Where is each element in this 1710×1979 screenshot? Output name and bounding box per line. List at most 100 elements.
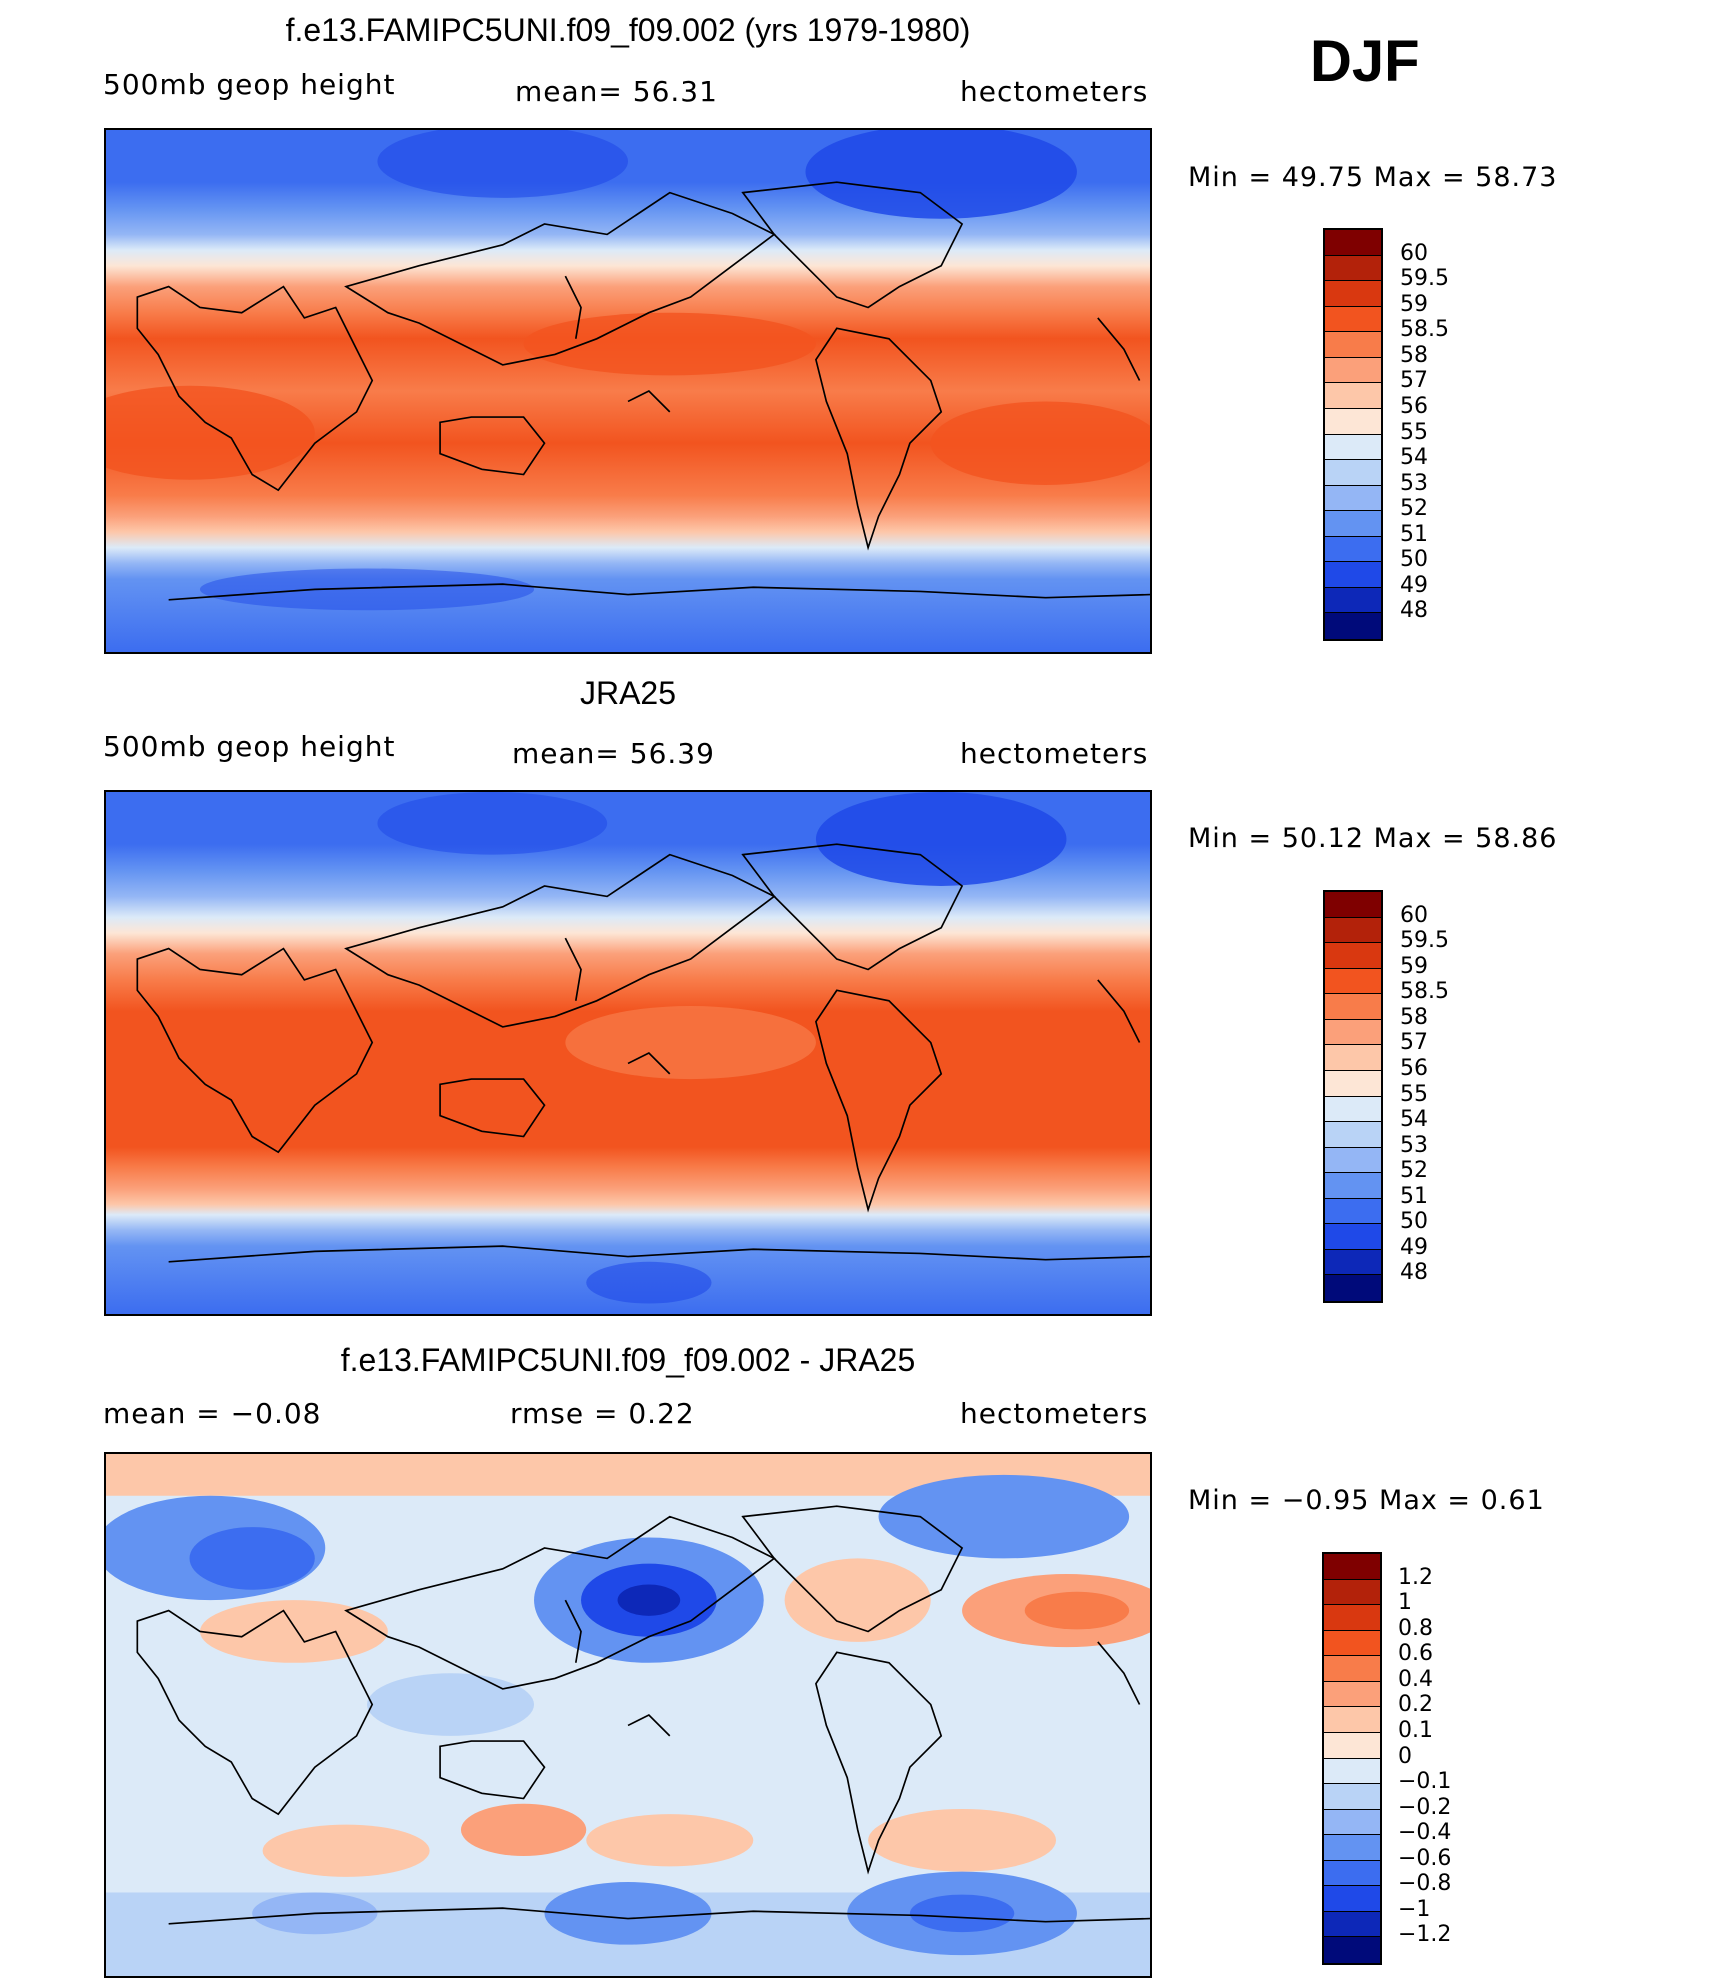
- panel-2-colorbar-swatch: [1325, 1173, 1381, 1199]
- panel-2-colorbar-swatch: [1325, 1096, 1381, 1123]
- panel-2-colorbar-swatch: [1325, 1122, 1381, 1148]
- panel-2-colorbar-swatch: [1325, 1070, 1381, 1097]
- panel-1-colorbar-label: 49: [1400, 572, 1428, 598]
- panel-1-colorbar-swatch: [1325, 562, 1381, 588]
- panel-3-colorbar-label: −0.2: [1398, 1794, 1452, 1820]
- panel-2-colorbar-swatch: [1325, 1147, 1381, 1174]
- panel-1-colorbar-label: 54: [1400, 445, 1428, 471]
- panel-2-colorbar-swatch: [1325, 1249, 1381, 1276]
- panel-2-colorbar-swatch: [1325, 1198, 1381, 1225]
- panel-2-colorbar-label: 57: [1400, 1030, 1428, 1056]
- panel-1-colorbar-label: 52: [1400, 496, 1428, 522]
- panel-3-colorbar-label: −0.1: [1398, 1769, 1452, 1795]
- panel-1-colorbar-label: 59.5: [1400, 266, 1449, 292]
- panel-1-colorbar-label: 59: [1400, 291, 1428, 317]
- panel-1-colorbar-label: 51: [1400, 521, 1428, 547]
- panel-1-colorbar: [1323, 228, 1383, 641]
- panel-3-colorbar-swatch: [1324, 1886, 1380, 1912]
- panel-1-colorbar-swatch: [1325, 383, 1381, 409]
- panel-1-colorbar-label: 57: [1400, 368, 1428, 394]
- panel-2-mean: mean= 56.39: [512, 737, 715, 770]
- panel-2-colorbar-swatch: [1325, 1224, 1381, 1250]
- panel-3-colorbar-label: 0.8: [1398, 1615, 1433, 1641]
- panel-2-colorbar-label: 58: [1400, 1004, 1428, 1030]
- panel-2-colorbar-label: 50: [1400, 1209, 1428, 1235]
- panel-2-units: hectometers: [960, 737, 1149, 770]
- panel-2-colorbar-label: 56: [1400, 1055, 1428, 1081]
- panel-1-colorbar-label: 55: [1400, 419, 1428, 445]
- panel-1-colorbar-swatch: [1325, 255, 1381, 282]
- panel-3-colorbar-swatch: [1324, 1860, 1380, 1887]
- panel-2-variable: 500mb geop height: [103, 730, 396, 763]
- panel-2-colorbar-label: 51: [1400, 1183, 1428, 1209]
- panel-1-map: [104, 128, 1152, 654]
- panel-3-colorbar-swatch: [1324, 1681, 1380, 1708]
- panel-2-colorbar-swatch: [1325, 994, 1381, 1020]
- panel-3-colorbar-label: 0.4: [1398, 1666, 1433, 1692]
- panel-1-colorbar-swatch: [1325, 460, 1381, 486]
- panel-3-colorbar-label: −0.6: [1398, 1845, 1452, 1871]
- panel-3-colorbar-label: −0.8: [1398, 1871, 1452, 1897]
- panel-2-colorbar-label: 53: [1400, 1132, 1428, 1158]
- panel-2-colorbar-label: 49: [1400, 1234, 1428, 1260]
- panel-2-colorbar-label: 60: [1400, 902, 1428, 928]
- panel-1-colorbar-label: 58: [1400, 342, 1428, 368]
- panel-3-colorbar-label: 0: [1398, 1743, 1412, 1769]
- panel-3-rmse: rmse = 0.22: [510, 1397, 695, 1430]
- panel-1-mean: mean= 56.31: [515, 75, 718, 108]
- panel-1-title: f.e13.FAMIPC5UNI.f09_f09.002 (yrs 1979-1…: [285, 12, 971, 48]
- panel-3-colorbar-swatch: [1324, 1656, 1380, 1682]
- panel-2-minmax: Min = 50.12 Max = 58.86: [1188, 823, 1558, 854]
- panel-1-colorbar-swatch: [1325, 357, 1381, 384]
- panel-3-colorbar-swatch: [1324, 1554, 1380, 1580]
- panel-1-minmax: Min = 49.75 Max = 58.73: [1188, 162, 1558, 193]
- panel-3-colorbar-swatch: [1324, 1937, 1380, 1963]
- panel-1-colorbar-swatch: [1325, 511, 1381, 537]
- panel-2-colorbar-swatch: [1325, 1275, 1381, 1301]
- panel-3-colorbar-label: 1.2: [1398, 1564, 1433, 1590]
- panel-1-colorbar-label: 60: [1400, 240, 1428, 266]
- panel-2-colorbar: [1323, 890, 1383, 1303]
- panel-1-colorbar-label: 56: [1400, 393, 1428, 419]
- panel-3-colorbar-swatch: [1324, 1630, 1380, 1657]
- panel-1-colorbar-swatch: [1325, 613, 1381, 639]
- panel-2-colorbar-swatch: [1325, 1019, 1381, 1046]
- panel-3-colorbar-swatch: [1324, 1579, 1380, 1606]
- coastlines: [136, 1505, 1150, 1925]
- panel-1-colorbar-swatch: [1325, 485, 1381, 512]
- coastlines: [136, 181, 1150, 601]
- panel-1-colorbar-swatch: [1325, 230, 1381, 256]
- panel-3-colorbar-swatch: [1324, 1784, 1380, 1810]
- panel-1-colorbar-swatch: [1325, 332, 1381, 358]
- panel-3-units: hectometers: [960, 1397, 1149, 1430]
- panel-3-colorbar-label: 1: [1398, 1590, 1412, 1616]
- panel-1-colorbar-swatch: [1325, 306, 1381, 333]
- panel-2-colorbar-label: 58.5: [1400, 979, 1449, 1005]
- panel-2-colorbar-label: 48: [1400, 1260, 1428, 1286]
- panel-1-colorbar-label: 58.5: [1400, 317, 1449, 343]
- panel-2-colorbar-swatch: [1325, 1045, 1381, 1071]
- panel-3-colorbar-label: 0.2: [1398, 1692, 1433, 1718]
- panel-3-map: [104, 1452, 1152, 1978]
- panel-1-units: hectometers: [960, 75, 1149, 108]
- panel-3-colorbar-swatch: [1324, 1911, 1380, 1938]
- panel-2-colorbar-label: 59: [1400, 953, 1428, 979]
- panel-2-colorbar-label: 59.5: [1400, 928, 1449, 954]
- panel-3-colorbar: [1322, 1552, 1382, 1965]
- panel-3-title: f.e13.FAMIPC5UNI.f09_f09.002 - JRA25: [340, 1342, 916, 1378]
- panel-3-colorbar-label: 0.6: [1398, 1641, 1433, 1667]
- panel-2-colorbar-swatch: [1325, 968, 1381, 995]
- panel-3-minmax: Min = −0.95 Max = 0.61: [1188, 1485, 1545, 1516]
- season-label: DJF: [1310, 29, 1420, 94]
- panel-1-colorbar-swatch: [1325, 434, 1381, 461]
- panel-3-mean: mean = −0.08: [103, 1397, 322, 1430]
- panel-2-title: JRA25: [579, 675, 677, 711]
- panel-1-colorbar-swatch: [1325, 281, 1381, 307]
- panel-3-colorbar-label: −1: [1398, 1896, 1431, 1922]
- panel-2-colorbar-swatch: [1325, 943, 1381, 969]
- panel-2-map: [104, 790, 1152, 1316]
- panel-3-colorbar-swatch: [1324, 1605, 1380, 1631]
- panel-1-colorbar-swatch: [1325, 587, 1381, 614]
- panel-1-colorbar-swatch: [1325, 408, 1381, 435]
- panel-3-colorbar-label: −1.2: [1398, 1922, 1452, 1948]
